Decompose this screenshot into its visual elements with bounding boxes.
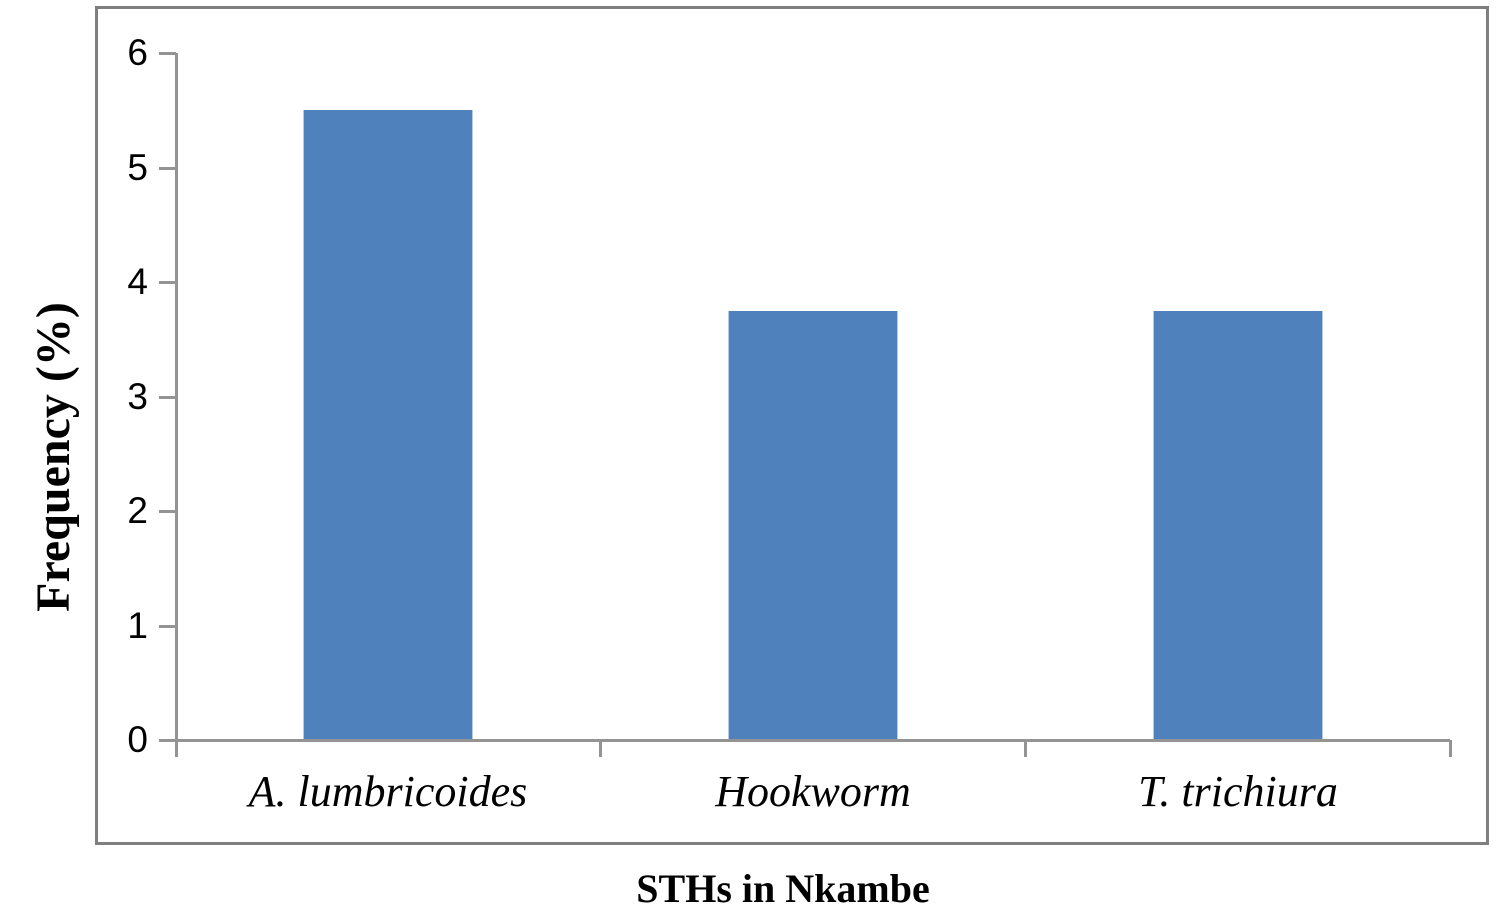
y-tick <box>159 510 176 513</box>
x-tick <box>599 740 602 757</box>
y-tick-label: 1 <box>127 605 148 646</box>
y-tick-label: 0 <box>127 719 148 760</box>
y-tick-label: 5 <box>127 147 148 188</box>
y-tick <box>159 739 176 742</box>
y-tick-label: 4 <box>127 261 148 302</box>
y-tick-label: 3 <box>127 376 148 417</box>
category-label: T. trichiura <box>1138 767 1338 816</box>
x-tick <box>1449 740 1452 757</box>
y-tick-label: 2 <box>127 490 148 531</box>
bar-hookworm <box>728 311 898 739</box>
y-tick <box>159 167 176 170</box>
category-label: A. lumbricoides <box>248 767 528 816</box>
y-axis-title: Frequency (%) <box>27 302 80 612</box>
category-label: Hookworm <box>715 767 911 816</box>
x-axis-line <box>159 739 1450 742</box>
y-tick <box>159 52 176 55</box>
y-axis-line <box>175 53 178 757</box>
y-tick <box>159 281 176 284</box>
y-tick <box>159 396 176 399</box>
x-tick <box>175 740 178 757</box>
bar-a-lumbricoides <box>303 110 473 739</box>
y-tick <box>159 625 176 628</box>
x-axis-title: STHs in Nkambe <box>636 866 930 911</box>
y-tick-label: 6 <box>127 32 148 73</box>
bar-t-trichiura <box>1153 311 1323 739</box>
x-tick <box>1024 740 1027 757</box>
